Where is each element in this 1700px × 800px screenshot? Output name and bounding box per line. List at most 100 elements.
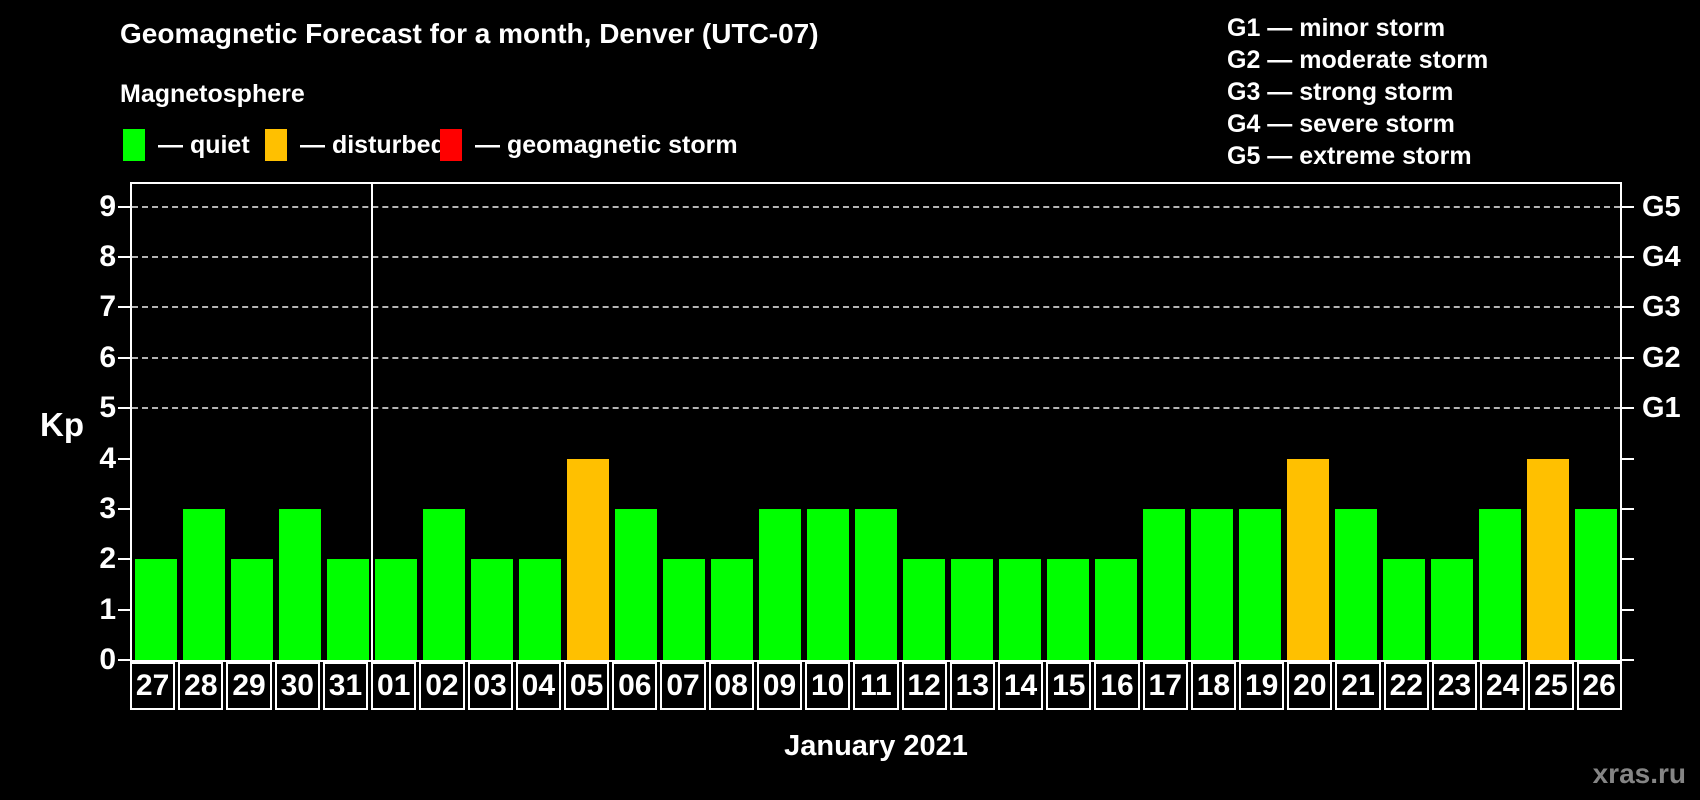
day-label-07: 07 xyxy=(660,662,706,710)
day-label-29: 29 xyxy=(226,662,272,710)
g2-legend-line: G2 — moderate storm xyxy=(1227,46,1489,74)
day-axis-row: 27 28 29 30 31 01 02 03 04 05 06 07 08 09 10 11 12 13 14 15… xyxy=(130,662,1622,710)
g-scale-label-G2: G2 xyxy=(1642,341,1681,374)
kp-bar-day-02 xyxy=(423,508,465,660)
y-axis-label-5: 5 xyxy=(99,391,116,425)
y-axis-tick-right-4 xyxy=(1622,457,1634,460)
gridline-kp6 xyxy=(132,356,1620,359)
day-label-18: 18 xyxy=(1190,662,1237,710)
kp-bar-day-25 xyxy=(1527,458,1569,660)
g-scale-label-G3: G3 xyxy=(1642,291,1681,324)
day-label-31: 31 xyxy=(322,662,369,710)
y-axis-tick-right-1 xyxy=(1622,608,1634,611)
kp-bar-day-28 xyxy=(183,508,225,660)
kp-bar-day-14 xyxy=(999,559,1041,660)
legend-item-quiet: — quiet xyxy=(123,128,250,162)
g-scale-label-G1: G1 xyxy=(1642,392,1681,425)
y-axis-tick-left-2 xyxy=(118,558,130,561)
kp-bar-day-05 xyxy=(567,458,609,660)
g-scale-legend: G1 — minor storm G2 — moderate storm G3 … xyxy=(1227,12,1488,172)
day-label-26: 26 xyxy=(1576,662,1622,710)
kp-bar-day-08 xyxy=(711,559,753,660)
day-label-20: 20 xyxy=(1287,662,1333,710)
kp-bar-day-15 xyxy=(1047,559,1089,660)
kp-bar-day-12 xyxy=(903,559,945,660)
kp-bar-day-21 xyxy=(1335,508,1377,660)
day-label-02: 02 xyxy=(419,662,465,710)
month-axis-label: January 2021 xyxy=(784,730,968,762)
y-axis-label-6: 6 xyxy=(99,340,116,374)
kp-bar-day-07 xyxy=(663,559,705,660)
disturbed-color-swatch xyxy=(265,129,287,161)
day-label-03: 03 xyxy=(467,662,513,710)
kp-bar-day-17 xyxy=(1143,508,1185,660)
y-axis-tick-left-5 xyxy=(118,407,130,410)
magnetosphere-subtitle: Magnetosphere xyxy=(120,80,305,108)
gridline-kp9 xyxy=(132,205,1620,208)
kp-bar-day-19 xyxy=(1239,508,1281,660)
watermark-xras: xras.ru xyxy=(1592,758,1686,789)
kp-bar-day-06 xyxy=(615,508,657,660)
kp-bar-day-10 xyxy=(807,508,849,660)
day-label-01: 01 xyxy=(371,662,417,710)
kp-bar-day-31 xyxy=(327,559,369,660)
kp-bar-day-04 xyxy=(519,559,561,660)
y-axis-label-9: 9 xyxy=(99,189,116,223)
kp-bar-day-26 xyxy=(1575,508,1617,660)
kp-bar-day-03 xyxy=(471,559,513,660)
kp-bar-day-27 xyxy=(135,559,177,660)
day-label-04: 04 xyxy=(515,662,561,710)
kp-bar-day-09 xyxy=(759,508,801,660)
day-label-24: 24 xyxy=(1480,662,1526,710)
g1-legend-line: G1 — minor storm xyxy=(1227,14,1446,42)
quiet-color-swatch xyxy=(123,129,145,161)
y-axis-tick-right-8 xyxy=(1622,256,1634,259)
day-label-12: 12 xyxy=(901,662,947,710)
y-axis-tick-right-0 xyxy=(1622,659,1634,661)
storm-color-swatch xyxy=(440,129,462,161)
y-axis-tick-right-6 xyxy=(1622,356,1634,359)
y-axis-tick-right-5 xyxy=(1622,407,1634,410)
legend-label-quiet: — quiet xyxy=(158,130,250,159)
kp-bar-day-18 xyxy=(1191,508,1233,660)
y-axis-label-4: 4 xyxy=(99,441,116,475)
day-label-15: 15 xyxy=(1046,662,1092,710)
y-axis-tick-right-9 xyxy=(1622,205,1634,208)
g-scale-label-G4: G4 xyxy=(1642,241,1681,274)
day-label-08: 08 xyxy=(708,662,754,710)
day-label-14: 14 xyxy=(997,662,1044,710)
kp-bar-day-22 xyxy=(1383,559,1425,660)
kp-bar-day-01 xyxy=(375,559,417,660)
y-axis-tick-left-6 xyxy=(118,356,130,359)
kp-bar-day-23 xyxy=(1431,559,1473,660)
kp-bar-day-16 xyxy=(1095,559,1137,660)
day-label-10: 10 xyxy=(805,662,851,710)
y-axis-label-3: 3 xyxy=(99,491,116,525)
kp-bar-day-24 xyxy=(1479,508,1521,660)
day-label-23: 23 xyxy=(1431,662,1478,710)
day-label-19: 19 xyxy=(1239,662,1285,710)
day-label-13: 13 xyxy=(949,662,995,710)
day-label-05: 05 xyxy=(563,662,610,710)
g4-legend-line: G4 — severe storm xyxy=(1227,110,1455,138)
gridline-kp7 xyxy=(132,306,1620,309)
y-axis-tick-left-3 xyxy=(118,507,130,510)
y-axis-tick-left-7 xyxy=(118,306,130,309)
gridline-kp5 xyxy=(132,407,1620,410)
kp-bar-day-20 xyxy=(1287,458,1329,660)
day-label-25: 25 xyxy=(1528,662,1574,710)
kp-axis-title: Kp xyxy=(40,406,84,443)
y-axis-tick-right-2 xyxy=(1622,558,1634,561)
y-axis-label-0: 0 xyxy=(99,643,116,676)
kp-bar-day-29 xyxy=(231,559,273,660)
day-label-28: 28 xyxy=(178,662,224,710)
page-title: Geomagnetic Forecast for a month, Denver… xyxy=(120,18,819,49)
kp-bar-day-11 xyxy=(855,508,897,660)
y-axis-label-1: 1 xyxy=(99,592,116,626)
kp-bar-day-30 xyxy=(279,508,321,660)
legend-item-storm: — geomagnetic storm xyxy=(440,128,738,162)
day-label-16: 16 xyxy=(1094,662,1140,710)
day-label-21: 21 xyxy=(1335,662,1381,710)
y-axis-tick-left-0 xyxy=(118,659,130,661)
